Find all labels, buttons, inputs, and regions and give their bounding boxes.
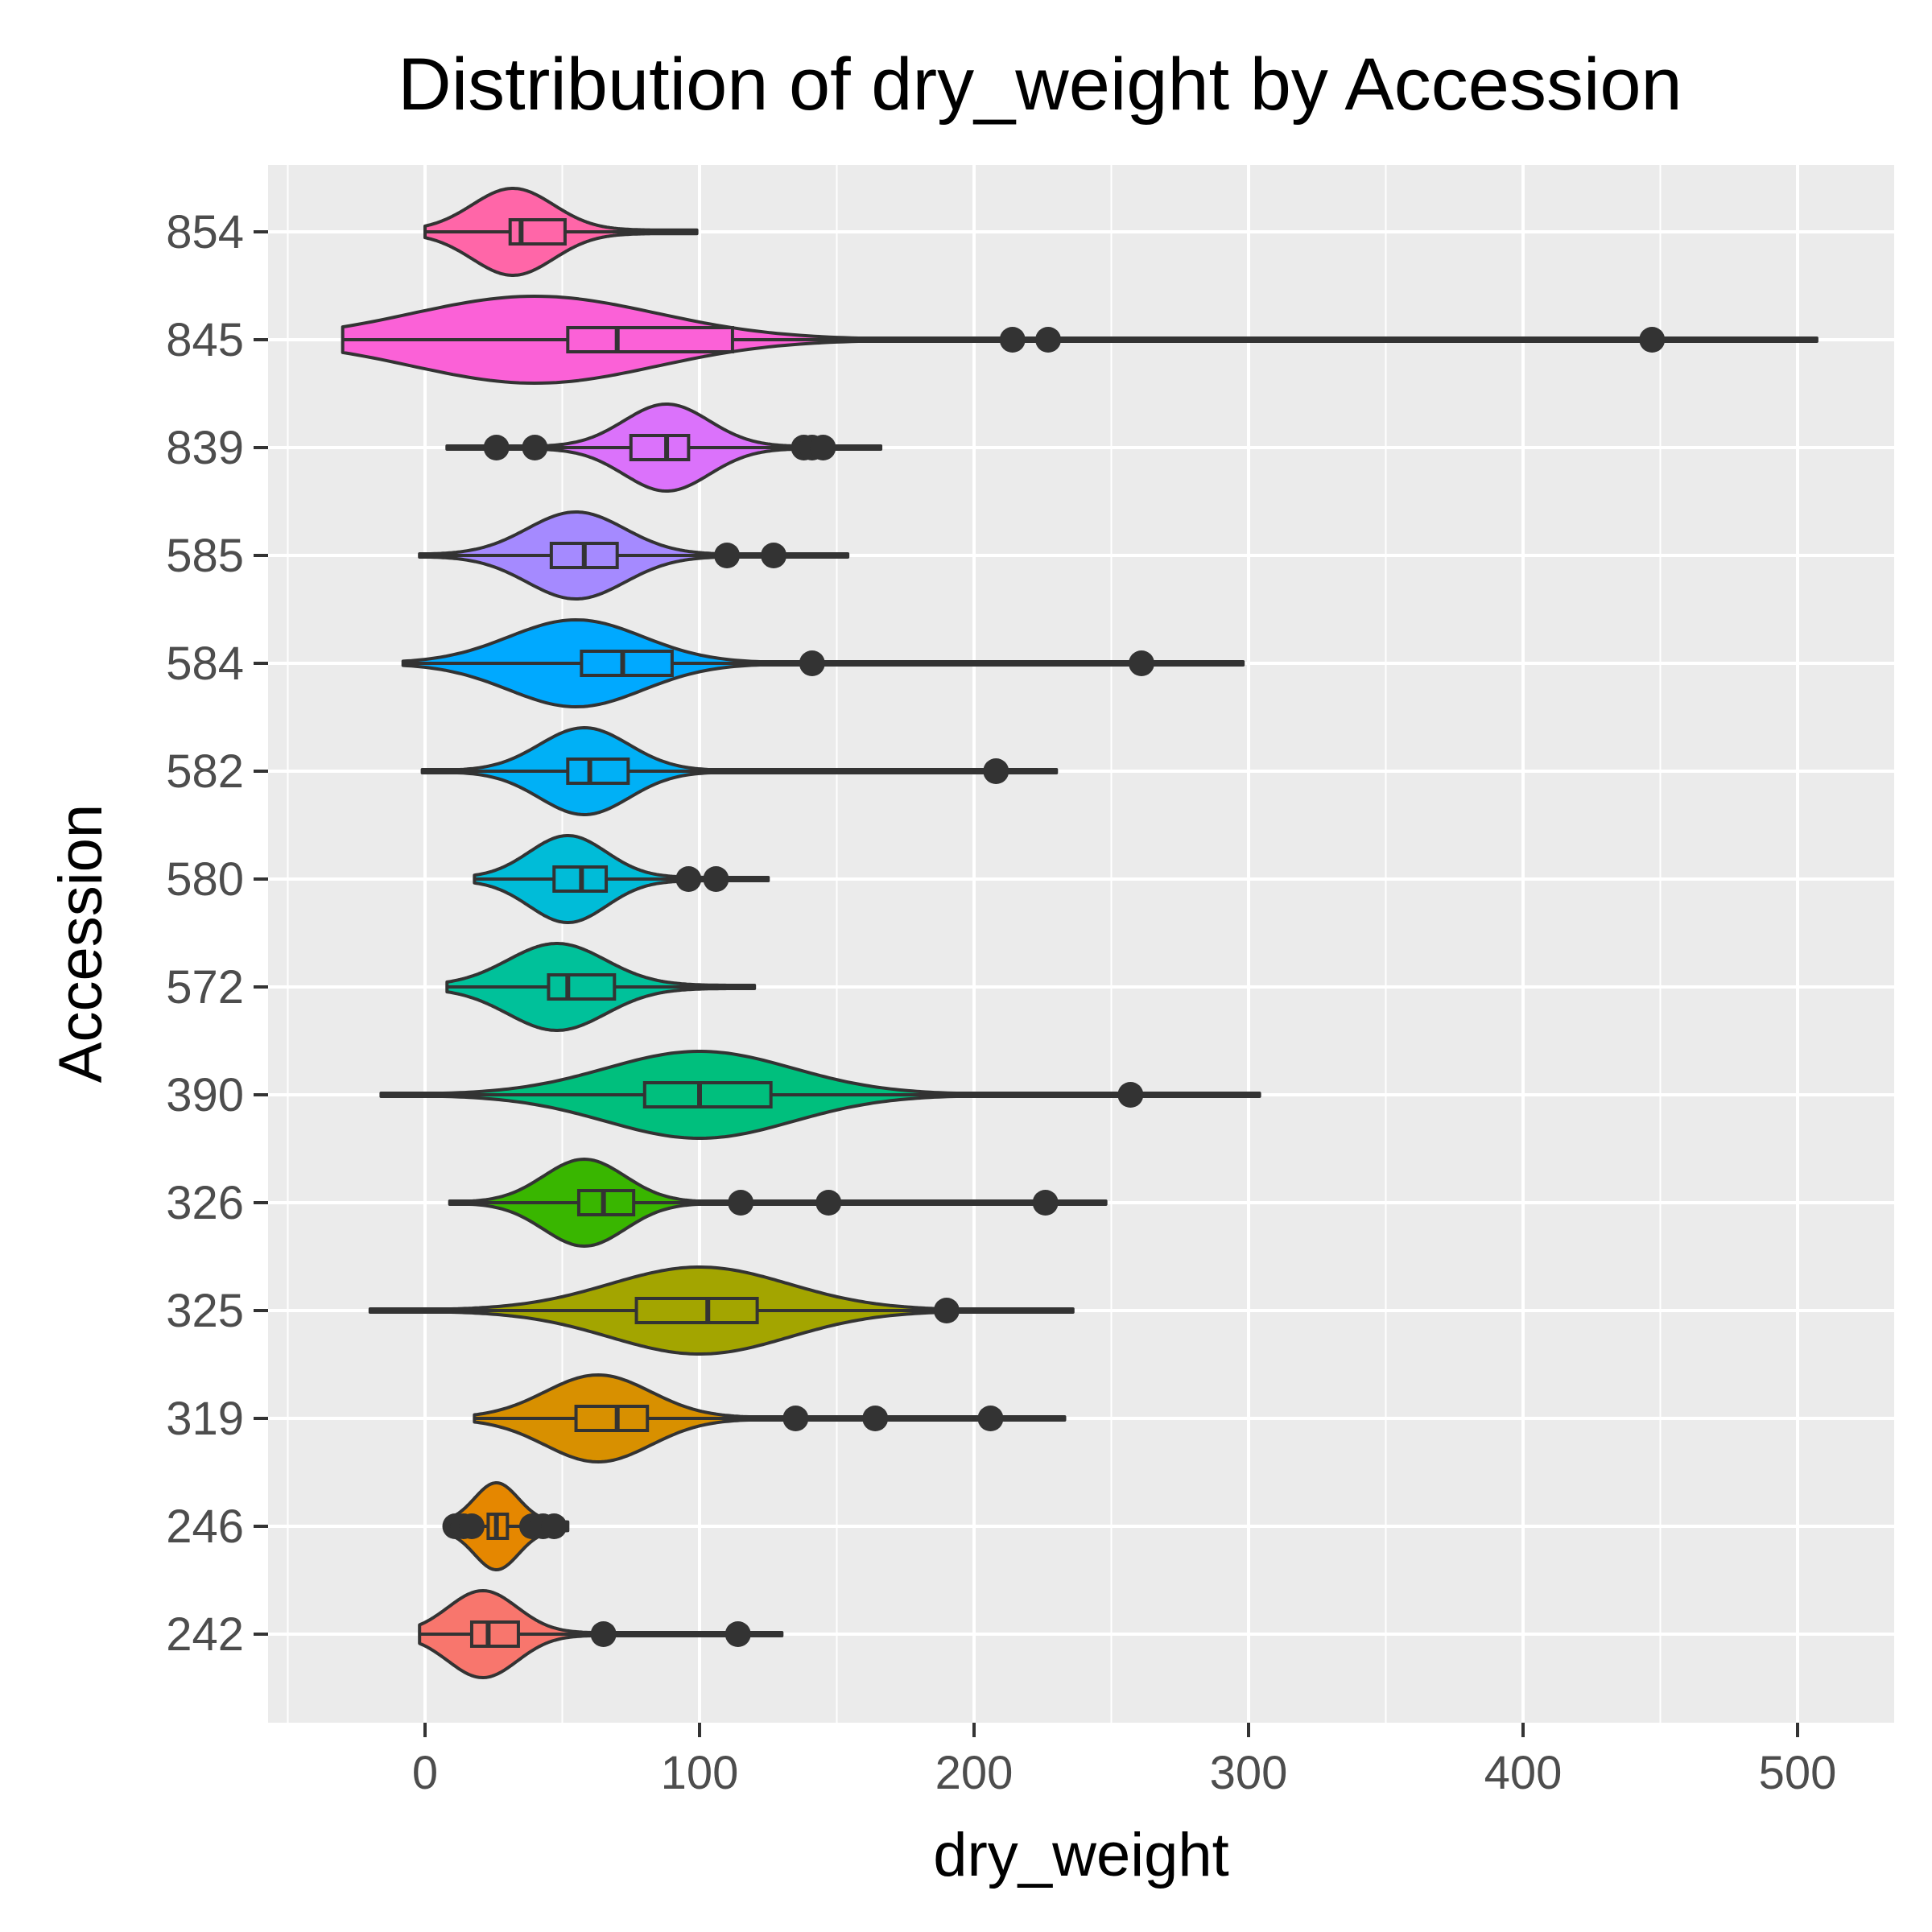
box-845: [566, 326, 734, 353]
y-tick-label-845: 845: [166, 314, 244, 366]
y-tick-label-246: 246: [166, 1501, 244, 1553]
violin-group-845: [341, 295, 1818, 385]
violins-layer: [341, 187, 1818, 1679]
violin-group-319: [473, 1373, 1067, 1463]
outlier-point-325: [933, 1298, 960, 1323]
violin-group-854: [423, 187, 699, 277]
outlier-point-246: [458, 1513, 485, 1539]
x-tick-label-200: 200: [935, 1747, 1013, 1799]
outlier-point-585: [761, 543, 787, 568]
x-tick-label-400: 400: [1484, 1747, 1563, 1799]
violin-group-580: [473, 834, 770, 924]
outlier-point-584: [799, 650, 825, 676]
outlier-point-242: [724, 1621, 751, 1647]
y-tick-label-584: 584: [166, 638, 244, 690]
y-tick-label-580: 580: [166, 853, 244, 906]
outlier-point-319: [782, 1406, 809, 1431]
y-tick-label-326: 326: [166, 1177, 244, 1229]
outlier-point-580: [675, 866, 702, 892]
outlier-point-326: [815, 1190, 842, 1216]
violin-group-572: [445, 942, 757, 1032]
box-326: [576, 1189, 636, 1216]
violin-group-325: [368, 1265, 1075, 1356]
outlier-point-319: [862, 1406, 889, 1431]
box-319: [574, 1405, 650, 1432]
box-572: [547, 973, 617, 1001]
y-tick-label-839: 839: [166, 422, 244, 474]
box-582: [566, 758, 630, 785]
x-axis: 0 100 200 300 400 500: [412, 1723, 1837, 1799]
outlier-point-845: [1035, 327, 1062, 353]
y-tick-label-585: 585: [166, 530, 244, 582]
y-tick-label-572: 572: [166, 961, 244, 1013]
outlier-point-246: [541, 1513, 568, 1539]
outlier-point-845: [1639, 327, 1666, 353]
outlier-point-582: [983, 758, 1009, 784]
y-tick-label-242: 242: [166, 1608, 244, 1661]
violin-group-839: [445, 402, 883, 493]
violin-group-246: [442, 1481, 570, 1571]
y-tick-label-582: 582: [166, 745, 244, 798]
outlier-point-390: [1117, 1082, 1144, 1108]
outlier-point-319: [977, 1406, 1004, 1431]
violin-group-242: [418, 1589, 784, 1679]
y-tick-label-390: 390: [166, 1069, 244, 1121]
y-axis-title: Accession: [47, 804, 115, 1083]
x-axis-title: dry_weight: [933, 1821, 1229, 1889]
outlier-point-839: [810, 435, 836, 460]
plot-panel: [268, 165, 1894, 1723]
box-839: [629, 434, 691, 461]
outlier-point-845: [999, 327, 1026, 353]
outlier-point-242: [590, 1621, 617, 1647]
outlier-point-326: [1032, 1190, 1059, 1216]
violin-group-582: [420, 726, 1059, 816]
x-tick-label-500: 500: [1759, 1747, 1837, 1799]
outlier-point-839: [522, 435, 548, 460]
box-325: [634, 1297, 759, 1324]
box-584: [580, 650, 674, 677]
outlier-point-584: [1129, 650, 1155, 676]
y-tick-label-854: 854: [166, 206, 244, 258]
violin-group-584: [401, 618, 1245, 708]
box-242: [469, 1620, 520, 1648]
y-axis: 854 845 839 585 584 582 580 572 390 326 325 319 246 2…: [166, 206, 268, 1661]
violin-group-326: [448, 1158, 1108, 1248]
violin-group-585: [418, 510, 850, 601]
chart-title: Distribution of dry_weight by Accession: [398, 43, 1682, 126]
x-tick-label-0: 0: [412, 1747, 438, 1799]
x-tick-label-300: 300: [1210, 1747, 1288, 1799]
box-854: [508, 218, 567, 246]
outlier-point-580: [703, 866, 729, 892]
outlier-point-326: [728, 1190, 754, 1216]
outlier-point-585: [714, 543, 741, 568]
y-tick-label-325: 325: [166, 1285, 244, 1337]
outlier-point-839: [483, 435, 510, 460]
x-tick-label-100: 100: [661, 1747, 739, 1799]
y-tick-label-319: 319: [166, 1393, 244, 1445]
violin-group-390: [379, 1050, 1261, 1140]
box-390: [642, 1081, 773, 1108]
